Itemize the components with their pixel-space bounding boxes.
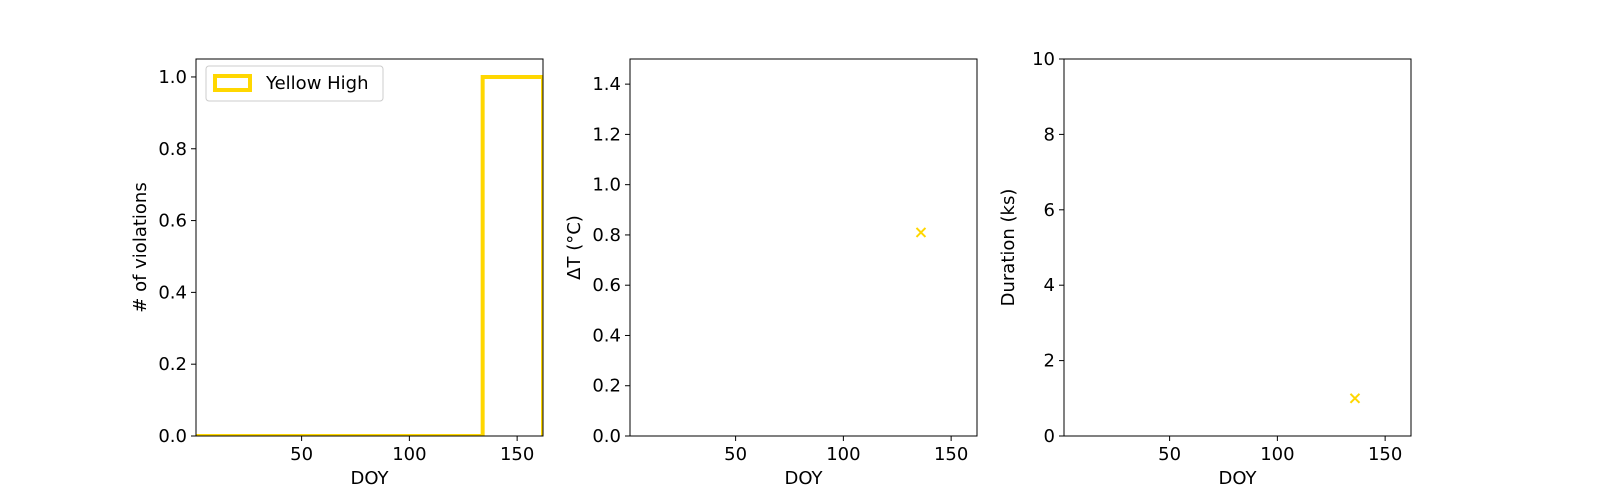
y-tick-label: 0 — [1044, 426, 1055, 447]
legend: Yellow High — [205, 65, 384, 102]
y-tick-label: 8 — [1044, 124, 1055, 145]
y-tick-label: 0.0 — [158, 426, 187, 447]
y-tick-label: 0.8 — [158, 139, 187, 160]
y-tick-label: 0.8 — [592, 225, 621, 246]
x-tick-label: 50 — [290, 444, 313, 465]
x-axis-label: DOY — [784, 468, 823, 489]
plot-data — [1349, 393, 1361, 404]
legend-swatch — [213, 74, 252, 92]
plot-data — [915, 227, 927, 238]
y-axis-label: Duration (ks) — [998, 189, 1019, 307]
y-tick-label: 0.2 — [592, 376, 621, 397]
x-tick-label: 150 — [500, 444, 534, 465]
y-tick-label: 1.2 — [592, 124, 621, 145]
x-tick-label: 50 — [724, 444, 747, 465]
y-tick-label: 0.2 — [158, 354, 187, 375]
scatter-point-1 — [1349, 393, 1361, 404]
axes-frame — [629, 58, 978, 437]
x-tick-label: 50 — [1158, 444, 1181, 465]
y-tick-label: 10 — [1032, 49, 1055, 70]
x-tick-label: 100 — [826, 444, 860, 465]
y-tick-label: 0.6 — [592, 275, 621, 296]
scatter-point-1 — [915, 227, 927, 238]
y-tick-label: 4 — [1044, 275, 1055, 296]
x-tick-label: 100 — [392, 444, 426, 465]
x-axis-label: DOY — [1218, 468, 1257, 489]
y-axis-label: # of violations — [130, 182, 151, 312]
axes-frame — [1063, 58, 1412, 437]
y-tick-label: 1.4 — [592, 74, 621, 95]
x-tick-label: 150 — [1368, 444, 1402, 465]
x-axis-label: DOY — [350, 468, 389, 489]
plot-data — [196, 74, 543, 436]
y-tick-label: 0.4 — [158, 282, 187, 303]
legend-label: Yellow High — [265, 73, 369, 94]
chart-panel-3: 50 100 150 0 2 4 6 8 10 DOY Duration (ks) — [998, 49, 1412, 489]
y-tick-label: 1.0 — [592, 175, 621, 196]
y-tick-label: 0.0 — [592, 426, 621, 447]
x-tick-label: 150 — [934, 444, 968, 465]
y-tick-label: 0.4 — [592, 325, 621, 346]
y-axis-label: ΔT (°C) — [564, 215, 585, 280]
y-tick-label: 0.6 — [158, 211, 187, 232]
y-tick-label: 6 — [1044, 200, 1055, 221]
y-tick-label: 2 — [1044, 351, 1055, 372]
y-tick-label: 1.0 — [158, 67, 187, 88]
x-tick-label: 100 — [1260, 444, 1294, 465]
histogram-step-series — [196, 74, 543, 436]
axes-frame — [195, 58, 544, 437]
chart-panel-1: 50 100 150 0.0 0.2 0.4 0.6 0.8 1.0 DOY # of violat… — [130, 58, 544, 489]
chart-panel-2: 50 100 150 0.0 0.2 0.4 0.6 0.8 1.0 1.2 1.4 DOY ΔT (°… — [564, 58, 978, 489]
